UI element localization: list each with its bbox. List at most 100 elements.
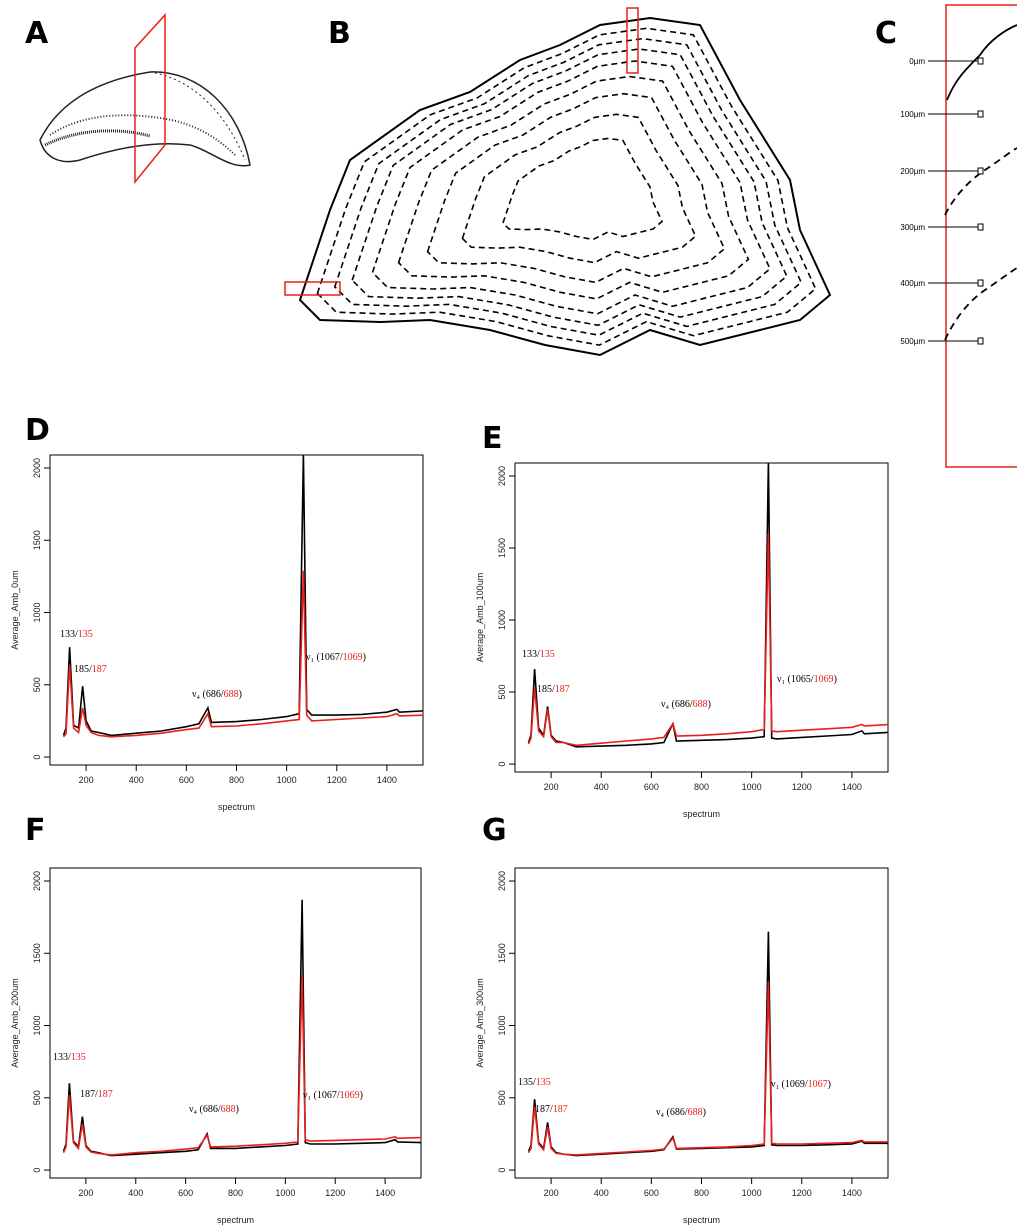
- y-tick-label: 1000: [32, 603, 42, 623]
- dashed-contour: [461, 113, 697, 264]
- annotation-part: 133/: [53, 1052, 71, 1063]
- y-tick-label: 1500: [497, 943, 507, 963]
- x-tick-label: 1000: [742, 782, 762, 792]
- annotation-part: ): [703, 1107, 706, 1118]
- panel-label: E: [482, 421, 503, 456]
- annotation-part: ): [828, 1079, 831, 1090]
- x-tick-label: 1200: [792, 1188, 812, 1198]
- depth-point: [977, 57, 984, 65]
- dashed-contour: [333, 37, 803, 337]
- x-axis-label: spectrum: [218, 802, 255, 812]
- y-tick-label: 2000: [32, 458, 42, 478]
- spectrum-line: [62, 455, 423, 737]
- annotation-part: ν₄ (686/: [189, 1104, 221, 1115]
- y-tick-label: 1500: [497, 538, 507, 558]
- spectrum-line: [62, 570, 423, 738]
- annotation-part: 135: [536, 1077, 551, 1088]
- zoom-box: [945, 4, 1017, 468]
- sample-box: [284, 281, 341, 296]
- peak-annotation: 185/187: [537, 684, 570, 695]
- dashed-contour: [351, 48, 788, 327]
- depth-point: [977, 279, 984, 287]
- annotation-part: 187/: [80, 1089, 98, 1100]
- y-tick-label: 2000: [32, 871, 42, 891]
- depth-label: 100μm: [900, 110, 925, 119]
- y-axis-label: Average_Amb_100um: [475, 573, 485, 662]
- dashed-contour: [397, 75, 750, 300]
- peak-annotation: ν₁ (1067/1069): [306, 652, 366, 663]
- annotation-part: 187: [555, 684, 570, 695]
- x-axis-label: spectrum: [217, 1215, 254, 1225]
- annotation-part: 688: [688, 1107, 703, 1118]
- y-axis-label: Average_Amb_200um: [10, 978, 20, 1067]
- annotation-part: ν₁ (1069/: [771, 1079, 808, 1090]
- depth-label: 0μm: [909, 57, 925, 66]
- panel-label: F: [25, 813, 46, 848]
- plot-box: [514, 462, 889, 773]
- spectrum-line: [62, 974, 421, 1156]
- annotation-part: ν₄ (686/: [656, 1107, 688, 1118]
- annotation-part: 187: [92, 664, 107, 675]
- plot-box: [49, 867, 422, 1179]
- annotation-part: 688: [693, 699, 708, 710]
- y-tick-label: 1500: [32, 530, 42, 550]
- depth-label: 300μm: [900, 223, 925, 232]
- panel-label: D: [25, 413, 50, 448]
- zoom-curves: [944, 24, 1017, 341]
- y-axis-label: Average_Amb_0um: [10, 570, 20, 649]
- dashed-contour: [502, 137, 663, 241]
- x-axis-label: spectrum: [683, 809, 720, 819]
- annotation-part: 1069: [340, 1090, 360, 1101]
- depth-point: [977, 337, 984, 345]
- x-tick-label: 600: [179, 775, 194, 785]
- annotation-part: 133/: [60, 629, 78, 640]
- y-tick-label: 500: [32, 677, 42, 692]
- peak-annotation: 135/135: [518, 1077, 551, 1088]
- y-tick-label: 500: [32, 1090, 42, 1105]
- peak-annotation: ν₄ (686/688): [189, 1104, 239, 1115]
- peak-annotation: 185/187: [74, 664, 107, 675]
- annotation-part: ν₁ (1067/: [303, 1090, 340, 1101]
- x-tick-label: 800: [694, 782, 709, 792]
- annotation-part: ): [236, 1104, 239, 1115]
- panel-label: A: [25, 16, 49, 51]
- x-tick-label: 400: [128, 1188, 143, 1198]
- x-tick-label: 800: [694, 1188, 709, 1198]
- y-tick-label: 1000: [32, 1016, 42, 1036]
- peak-annotation: ν₁ (1065/1069): [777, 674, 837, 685]
- annotation-part: 135: [78, 629, 93, 640]
- panel-label: G: [482, 813, 507, 848]
- outer-contour: [298, 16, 832, 357]
- spectrum-line: [62, 899, 421, 1157]
- y-tick-label: 500: [497, 1090, 507, 1105]
- chart: 0 500 1000 1500 2000 200 400 600 800 1000 1200 1400…: [475, 462, 889, 819]
- panel-label: B: [328, 16, 351, 51]
- y-tick-label: 2000: [497, 466, 507, 486]
- peak-annotation: 133/135: [522, 649, 555, 660]
- peak-annotation: ν₄ (686/688): [656, 1107, 706, 1118]
- annotation-part: 187/: [535, 1104, 553, 1115]
- shell-drawing: [39, 13, 251, 185]
- x-tick-label: 1200: [325, 1188, 345, 1198]
- peak-annotation: 133/135: [53, 1052, 86, 1063]
- x-tick-label: 1400: [842, 782, 862, 792]
- growth-contours: [298, 16, 832, 357]
- spectrum-line: [527, 533, 888, 747]
- y-tick-label: 0: [497, 1168, 507, 1173]
- x-tick-label: 400: [594, 782, 609, 792]
- x-tick-label: 800: [228, 1188, 243, 1198]
- peak-annotation: ν₁ (1069/1067): [771, 1079, 831, 1090]
- annotation-part: 688: [224, 689, 239, 700]
- annotation-part: 187: [553, 1104, 568, 1115]
- annotation-part: 1067: [808, 1079, 828, 1090]
- depth-markers: 0μm 100μm 200μm 300μm 400μm 500μm: [900, 57, 984, 346]
- peak-annotation: 187/187: [80, 1089, 113, 1100]
- x-tick-label: 200: [79, 775, 94, 785]
- annotation-part: ): [360, 1090, 363, 1101]
- y-axis-label: Average_Amb_300um: [475, 978, 485, 1067]
- dashed-contour: [316, 27, 817, 346]
- annotation-part: ν₄ (686/: [661, 699, 693, 710]
- annotation-part: ): [834, 674, 837, 685]
- x-tick-label: 600: [644, 1188, 659, 1198]
